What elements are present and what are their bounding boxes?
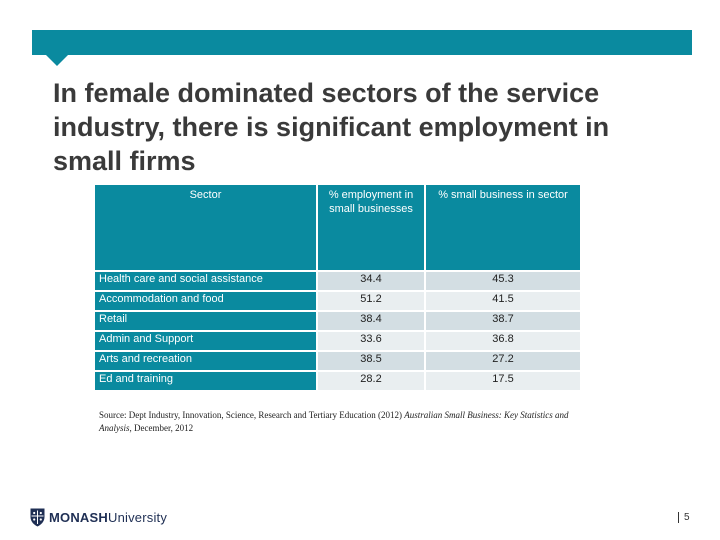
column-header-share: % small business in sector bbox=[425, 185, 580, 272]
employment-cell: 34.4 bbox=[317, 271, 426, 292]
employment-cell: 38.5 bbox=[317, 351, 426, 372]
table-header-row: Sector % employment in small businesses … bbox=[95, 185, 580, 272]
shield-icon bbox=[30, 508, 45, 527]
share-cell: 17.5 bbox=[425, 371, 580, 392]
share-cell: 27.2 bbox=[425, 351, 580, 372]
source-title: Australian Small Business: Key Statistic… bbox=[99, 410, 569, 433]
table-row: Ed and training 28.2 17.5 bbox=[95, 371, 580, 392]
header-banner bbox=[32, 30, 692, 55]
slide-title: In female dominated sectors of the servi… bbox=[53, 78, 610, 176]
banner-notch bbox=[46, 55, 68, 66]
table-row: Health care and social assistance 34.4 4… bbox=[95, 271, 580, 292]
logo-wordmark-bold: MONASH bbox=[49, 510, 108, 525]
share-cell: 38.7 bbox=[425, 311, 580, 332]
employment-cell: 51.2 bbox=[317, 291, 426, 312]
share-cell: 45.3 bbox=[425, 271, 580, 292]
page-number: 5 bbox=[678, 512, 690, 523]
sector-cell: Admin and Support bbox=[95, 331, 318, 352]
share-cell: 36.8 bbox=[425, 331, 580, 352]
table-row: Retail 38.4 38.7 bbox=[95, 311, 580, 332]
source-citation: Source: Dept Industry, Innovation, Scien… bbox=[99, 409, 579, 435]
logo-wordmark: MONASHUniversity bbox=[49, 510, 167, 525]
share-cell: 41.5 bbox=[425, 291, 580, 312]
logo-wordmark-regular: University bbox=[107, 510, 168, 525]
source-prefix: Source: Dept Industry, Innovation, Scien… bbox=[99, 410, 405, 420]
employment-cell: 33.6 bbox=[317, 331, 426, 352]
sector-cell: Retail bbox=[95, 311, 318, 332]
sector-cell: Accommodation and food bbox=[95, 291, 318, 312]
sector-cell: Health care and social assistance bbox=[95, 271, 318, 292]
sector-table: Sector % employment in small businesses … bbox=[95, 185, 580, 392]
table-row: Accommodation and food 51.2 41.5 bbox=[95, 291, 580, 312]
sector-cell: Ed and training bbox=[95, 371, 318, 392]
table-row: Admin and Support 33.6 36.8 bbox=[95, 331, 580, 352]
table-row: Arts and recreation 38.5 27.2 bbox=[95, 351, 580, 372]
source-suffix: , December, 2012 bbox=[129, 423, 194, 433]
employment-cell: 38.4 bbox=[317, 311, 426, 332]
column-header-sector: Sector bbox=[95, 185, 318, 272]
monash-logo: MONASHUniversity bbox=[30, 508, 167, 527]
column-header-employment: % employment in small businesses bbox=[317, 185, 426, 272]
sector-cell: Arts and recreation bbox=[95, 351, 318, 372]
employment-cell: 28.2 bbox=[317, 371, 426, 392]
